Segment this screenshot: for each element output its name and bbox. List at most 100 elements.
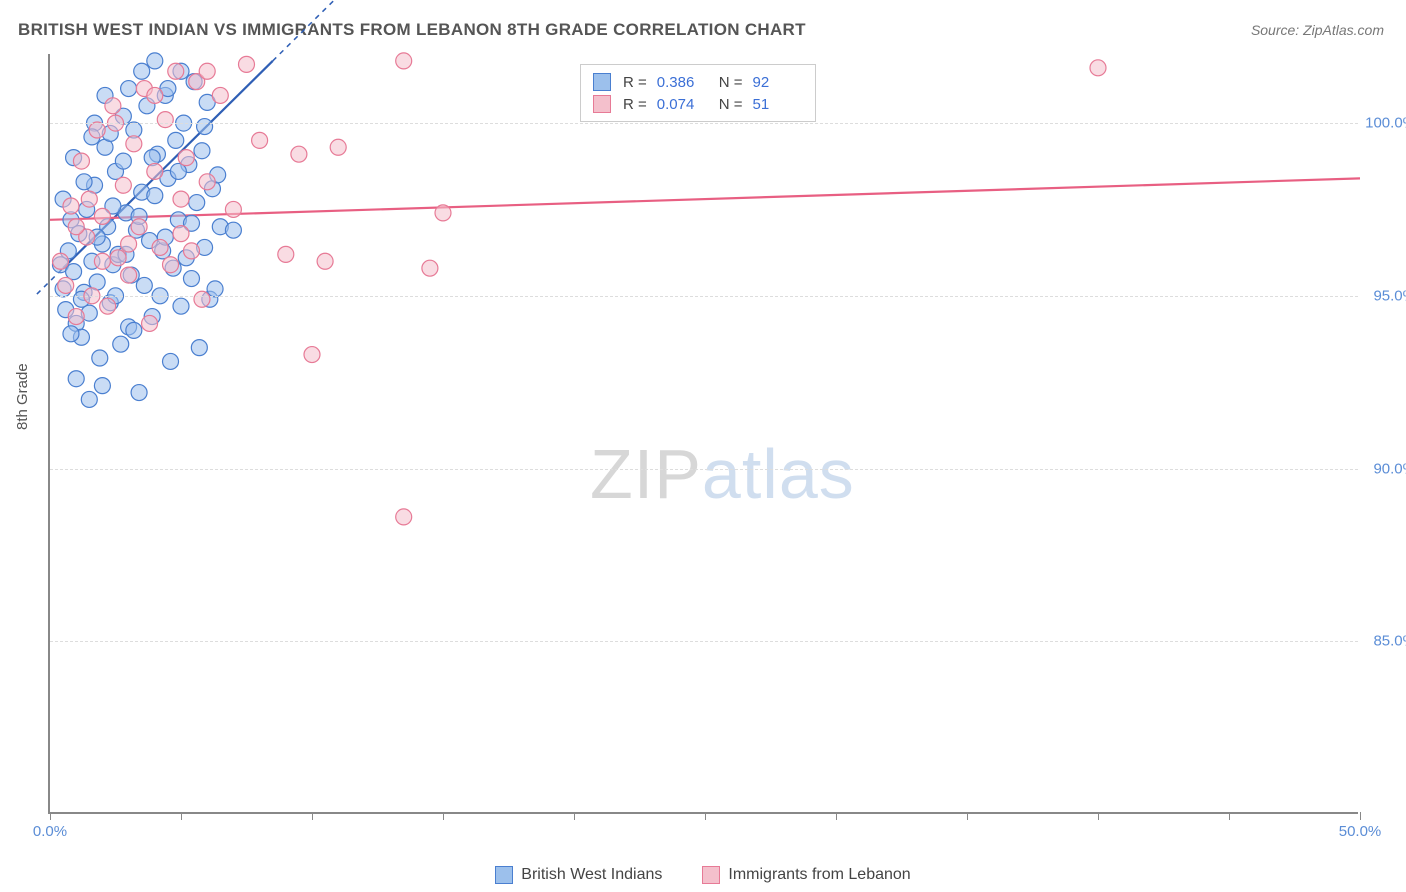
- legend-item: British West Indians: [495, 866, 662, 884]
- n-value: 92: [753, 74, 803, 91]
- point-leb: [422, 260, 438, 276]
- legend-label: British West Indians: [521, 866, 662, 884]
- point-bwi: [168, 132, 184, 148]
- point-leb: [252, 132, 268, 148]
- chart-title: BRITISH WEST INDIAN VS IMMIGRANTS FROM L…: [18, 20, 806, 40]
- point-leb: [142, 315, 158, 331]
- point-leb: [110, 250, 126, 266]
- point-bwi: [131, 385, 147, 401]
- x-tick: [50, 812, 51, 820]
- x-tick: [574, 812, 575, 820]
- point-bwi: [147, 188, 163, 204]
- point-leb: [89, 122, 105, 138]
- point-leb: [239, 56, 255, 72]
- point-leb: [105, 98, 121, 114]
- legend-item: Immigrants from Lebanon: [702, 866, 910, 884]
- legend-swatch: [495, 866, 513, 884]
- point-bwi: [92, 350, 108, 366]
- x-tick: [1360, 812, 1361, 820]
- x-tick: [443, 812, 444, 820]
- point-leb: [152, 239, 168, 255]
- y-tick-label: 100.0%: [1365, 115, 1406, 132]
- legend-label: Immigrants from Lebanon: [728, 866, 910, 884]
- point-bwi: [134, 63, 150, 79]
- point-leb: [278, 246, 294, 262]
- point-leb: [168, 63, 184, 79]
- point-bwi: [197, 119, 213, 135]
- plot-svg: [50, 54, 1358, 812]
- x-tick: [1098, 812, 1099, 820]
- point-leb: [291, 146, 307, 162]
- trend-line-leb: [50, 178, 1360, 219]
- point-leb: [435, 205, 451, 221]
- x-tick: [705, 812, 706, 820]
- point-bwi: [68, 371, 84, 387]
- n-value: 51: [753, 96, 803, 113]
- point-bwi: [136, 277, 152, 293]
- x-tick-label: 50.0%: [1339, 823, 1382, 840]
- x-tick: [181, 812, 182, 820]
- point-bwi: [115, 153, 131, 169]
- point-bwi: [189, 195, 205, 211]
- point-leb: [396, 53, 412, 69]
- point-leb: [94, 208, 110, 224]
- point-leb: [178, 150, 194, 166]
- point-bwi: [173, 298, 189, 314]
- point-bwi: [63, 326, 79, 342]
- x-tick: [1229, 812, 1230, 820]
- swatch-bwi: [593, 73, 611, 91]
- r-value: 0.386: [657, 74, 707, 91]
- point-leb: [94, 253, 110, 269]
- source-label: Source: ZipAtlas.com: [1251, 22, 1384, 38]
- point-leb: [157, 112, 173, 128]
- point-bwi: [113, 336, 129, 352]
- point-leb: [121, 236, 137, 252]
- point-bwi: [207, 281, 223, 297]
- point-leb: [63, 198, 79, 214]
- point-bwi: [225, 222, 241, 238]
- point-leb: [304, 347, 320, 363]
- y-axis-label: 8th Grade: [14, 363, 31, 430]
- point-leb: [194, 291, 210, 307]
- gridline: [50, 641, 1358, 642]
- stats-legend: R =0.386N =92R =0.074N =51: [580, 64, 816, 122]
- y-tick-label: 95.0%: [1373, 287, 1406, 304]
- point-leb: [68, 219, 84, 235]
- point-leb: [147, 87, 163, 103]
- point-leb: [147, 163, 163, 179]
- point-bwi: [94, 378, 110, 394]
- point-leb: [52, 253, 68, 269]
- point-leb: [212, 87, 228, 103]
- point-leb: [100, 298, 116, 314]
- x-tick: [836, 812, 837, 820]
- point-leb: [1090, 60, 1106, 76]
- gridline: [50, 123, 1358, 124]
- point-bwi: [126, 322, 142, 338]
- point-leb: [225, 201, 241, 217]
- point-leb: [131, 219, 147, 235]
- point-leb: [330, 139, 346, 155]
- swatch-leb: [593, 95, 611, 113]
- correlation-chart: BRITISH WEST INDIAN VS IMMIGRANTS FROM L…: [0, 0, 1406, 892]
- plot-area: ZIPatlas R =0.386N =92R =0.074N =51 85.0…: [48, 54, 1358, 814]
- gridline: [50, 469, 1358, 470]
- point-bwi: [147, 53, 163, 69]
- point-leb: [58, 277, 74, 293]
- x-tick: [312, 812, 313, 820]
- point-bwi: [183, 271, 199, 287]
- stats-row-leb: R =0.074N =51: [593, 93, 803, 115]
- point-leb: [163, 257, 179, 273]
- point-bwi: [194, 143, 210, 159]
- point-leb: [396, 509, 412, 525]
- point-leb: [183, 243, 199, 259]
- point-leb: [115, 177, 131, 193]
- gridline: [50, 296, 1358, 297]
- point-leb: [173, 191, 189, 207]
- x-tick-label: 0.0%: [33, 823, 67, 840]
- point-bwi: [163, 353, 179, 369]
- point-leb: [81, 191, 97, 207]
- point-bwi: [76, 174, 92, 190]
- point-bwi: [121, 81, 137, 97]
- point-leb: [199, 63, 215, 79]
- y-tick-label: 85.0%: [1373, 633, 1406, 650]
